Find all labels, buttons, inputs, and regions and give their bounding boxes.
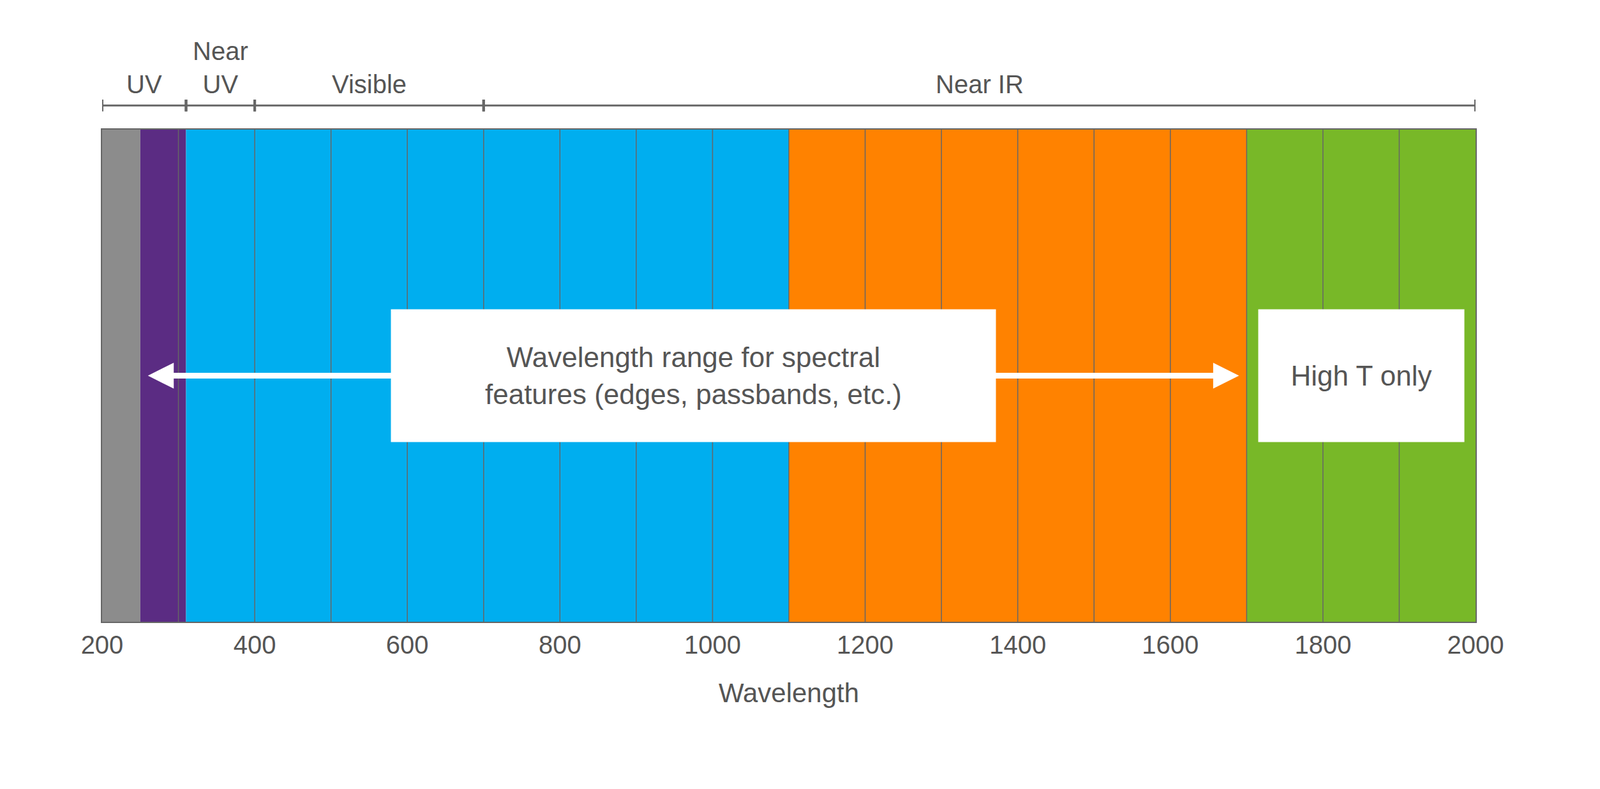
svg-text:800: 800 xyxy=(538,630,582,659)
svg-text:NearUV: NearUV xyxy=(192,37,249,99)
svg-text:1800: 1800 xyxy=(1294,630,1352,659)
svg-text:600: 600 xyxy=(386,630,429,659)
svg-text:Visible: Visible xyxy=(331,70,407,99)
svg-text:UV: UV xyxy=(126,70,163,99)
svg-text:High T only: High T only xyxy=(1291,359,1433,392)
svg-text:Wavelength range for spectralf: Wavelength range for spectralfeatures (e… xyxy=(485,341,902,410)
svg-text:200: 200 xyxy=(81,630,124,659)
svg-text:1000: 1000 xyxy=(684,630,741,659)
svg-text:1200: 1200 xyxy=(836,630,894,659)
svg-text:1600: 1600 xyxy=(1141,630,1199,659)
svg-text:2000: 2000 xyxy=(1447,630,1505,659)
svg-text:Near IR: Near IR xyxy=(935,70,1024,99)
svg-text:1400: 1400 xyxy=(989,630,1047,659)
svg-text:400: 400 xyxy=(233,630,277,659)
svg-text:Wavelength: Wavelength xyxy=(718,677,860,708)
